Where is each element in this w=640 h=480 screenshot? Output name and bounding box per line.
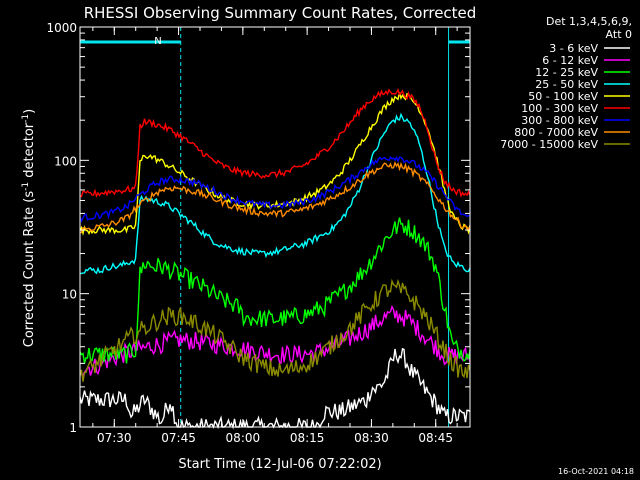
y-axis-label-part3: ) [22, 109, 37, 114]
legend-header-line1: Det 1,3,4,5,6,9, [546, 15, 632, 28]
y-tick-label-1: 10 [62, 288, 77, 302]
y-axis-label-sup1: -1 [21, 182, 31, 191]
series-line-8 [79, 278, 471, 382]
legend-label-1: 6 - 12 keV [542, 54, 598, 67]
legend-header-line2: Att 0 [606, 28, 632, 41]
chart-title: RHESSI Observing Summary Count Rates, Co… [84, 4, 477, 22]
plot-border [79, 26, 471, 428]
legend-label-2: 12 - 25 keV [535, 66, 598, 79]
series-line-2 [79, 217, 471, 364]
y-axis-label-part2: detector [22, 122, 37, 182]
series-line-6 [79, 155, 471, 223]
x-axis-label: Start Time (12-Jul-06 07:22:02) [178, 457, 381, 472]
y-tick-label-0: 1 [69, 421, 77, 435]
y-axis-label-part1: Corrected Count Rate (s [22, 191, 37, 348]
series-line-5 [79, 87, 471, 198]
legend-label-4: 50 - 100 keV [528, 90, 598, 103]
legend-label-3: 25 - 50 keV [535, 78, 598, 91]
y-axis-label: Corrected Count Rate (s-1 detector-1) [21, 109, 37, 347]
footer-date: 16-Oct-2021 04:18 [558, 467, 634, 476]
x-axis-ticks: 07:30 07:45 08:00 08:15 08:30 08:45 [92, 27, 458, 445]
x-tick-label-2: 08:00 [226, 431, 261, 445]
x-tick-label-5: 08:45 [418, 431, 453, 445]
night-marker-label: N [154, 36, 161, 47]
series-line-0 [79, 347, 471, 430]
legend-label-5: 100 - 300 keV [521, 102, 598, 115]
series-line-7 [79, 161, 471, 234]
legend-label-8: 7000 - 15000 keV [500, 138, 598, 151]
legend-label-7: 800 - 7000 keV [514, 126, 598, 139]
x-tick-label-0: 07:30 [97, 431, 132, 445]
y-tick-label-2: 100 [54, 154, 77, 168]
x-tick-label-3: 08:15 [290, 431, 325, 445]
x-tick-label-1: 07:45 [161, 431, 196, 445]
plot-frame [79, 26, 471, 428]
y-axis-ticks: 1 10 100 1000 [46, 21, 470, 435]
x-tick-label-4: 08:30 [354, 431, 389, 445]
y-tick-label-3: 1000 [46, 21, 77, 35]
legend-label-0: 3 - 6 keV [549, 42, 598, 55]
series-line-1 [79, 304, 471, 377]
series-layer [79, 87, 471, 430]
y-axis-label-sup2: -1 [21, 114, 31, 123]
legend-label-6: 300 - 800 keV [521, 114, 598, 127]
